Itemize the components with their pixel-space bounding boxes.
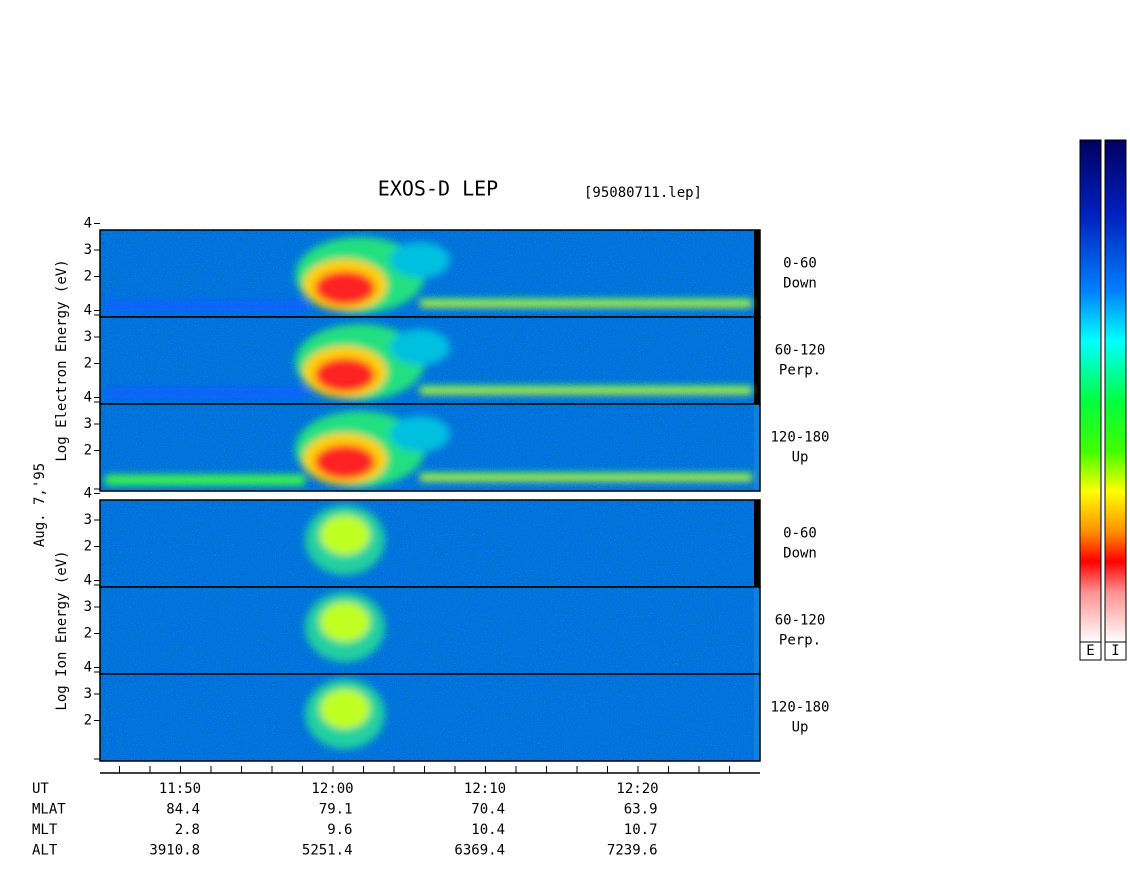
colorbar-label: E — [1086, 643, 1094, 659]
row-value: 7239.6 — [607, 843, 658, 859]
direction-label: Perp. — [779, 633, 821, 649]
blob — [315, 445, 375, 479]
angle-label: 120-180 — [770, 700, 829, 716]
panel-edge — [754, 500, 760, 587]
row-name: ALT — [32, 843, 58, 859]
spectrogram-features — [305, 679, 385, 749]
spectrogram-features — [105, 411, 752, 487]
direction-label: Down — [783, 276, 817, 292]
y-tick-label: 4 — [84, 573, 92, 589]
angle-label: 0-60 — [783, 256, 817, 272]
band — [105, 301, 305, 311]
y-tick-label: 2 — [84, 626, 92, 642]
panel-edge — [754, 674, 760, 761]
row-value: 10.7 — [624, 822, 658, 838]
y-tick-label: 2 — [84, 356, 92, 372]
blob — [315, 358, 375, 392]
spectrogram-features — [305, 505, 385, 575]
title: EXOS-D LEP — [378, 177, 498, 201]
panel-edge — [754, 317, 760, 404]
direction-label: Up — [792, 450, 809, 466]
row-name: MLT — [32, 822, 58, 838]
colorbar — [1104, 139, 1127, 643]
y-axis-label: Log Electron Energy (eV) — [54, 259, 70, 461]
spectrogram-features — [105, 324, 752, 400]
y-tick-label: 4 — [84, 486, 92, 502]
y-tick-label: 3 — [84, 242, 92, 258]
x-tick-label: 11:50 — [159, 781, 201, 797]
panel-edge — [754, 404, 760, 491]
angle-label: 120-180 — [770, 430, 829, 446]
spectrogram-noise — [100, 674, 754, 761]
colorbar — [1079, 139, 1102, 643]
colorbar-label-box — [1079, 641, 1102, 661]
angle-label: 60-120 — [775, 343, 826, 359]
panel-edge — [754, 587, 760, 674]
colorbar-label: I — [1111, 643, 1119, 659]
angle-label: 0-60 — [783, 526, 817, 542]
row-value: 6369.4 — [454, 843, 505, 859]
blob — [320, 515, 370, 555]
y-tick-label: 2 — [84, 269, 92, 285]
row-name: UT — [32, 781, 49, 797]
row-value: 2.8 — [175, 822, 200, 838]
angle-label: 60-120 — [775, 613, 826, 629]
y-tick-label: 2 — [84, 443, 92, 459]
panel-frame — [99, 673, 761, 762]
x-tick-label: 12:20 — [616, 781, 658, 797]
blob — [315, 271, 375, 305]
x-tick-label: 12:10 — [464, 781, 506, 797]
band — [105, 475, 305, 485]
y-tick-label: 3 — [84, 512, 92, 528]
y-tick-label: 2 — [84, 539, 92, 555]
y-tick-label: 3 — [84, 599, 92, 615]
y-tick-label: 4 — [84, 660, 92, 676]
band — [105, 388, 305, 398]
row-value: 9.6 — [327, 822, 352, 838]
blob — [390, 242, 450, 278]
row-value: 5251.4 — [302, 843, 353, 859]
band — [420, 390, 752, 393]
y-tick-label: 2 — [84, 713, 92, 729]
spectrogram-noise — [100, 500, 754, 587]
date: Aug. 7,'95 — [32, 463, 48, 547]
file-name: [95080711.lep] — [584, 185, 702, 201]
band — [420, 477, 752, 480]
blob — [390, 416, 450, 452]
y-tick-label: 4 — [84, 390, 92, 406]
direction-label: Up — [792, 720, 809, 736]
row-value: 84.4 — [166, 802, 200, 818]
blob — [320, 689, 370, 729]
panel-edge — [754, 230, 760, 317]
y-tick-label: 3 — [84, 416, 92, 432]
y-tick-label: 4 — [84, 216, 92, 232]
row-value: 79.1 — [319, 802, 353, 818]
row-value: 3910.8 — [149, 843, 200, 859]
row-value: 70.4 — [471, 802, 505, 818]
direction-label: Down — [783, 546, 817, 562]
row-value: 63.9 — [624, 802, 658, 818]
blob — [390, 329, 450, 365]
spectrogram-noise — [100, 587, 754, 674]
band — [420, 303, 752, 306]
row-name: MLAT — [32, 802, 66, 818]
spectrogram-features — [105, 237, 752, 313]
y-tick-label: 4 — [84, 303, 92, 319]
y-axis-label: Log Ion Energy (eV) — [54, 550, 70, 710]
y-tick-label: 3 — [84, 329, 92, 345]
panel-frame — [99, 403, 761, 492]
x-tick-label: 12:00 — [311, 781, 353, 797]
row-value: 10.4 — [471, 822, 505, 838]
y-tick-label: 3 — [84, 686, 92, 702]
direction-label: Perp. — [779, 363, 821, 379]
spectrogram-features — [305, 592, 385, 662]
blob — [320, 602, 370, 642]
colorbar-label-box — [1104, 641, 1127, 661]
